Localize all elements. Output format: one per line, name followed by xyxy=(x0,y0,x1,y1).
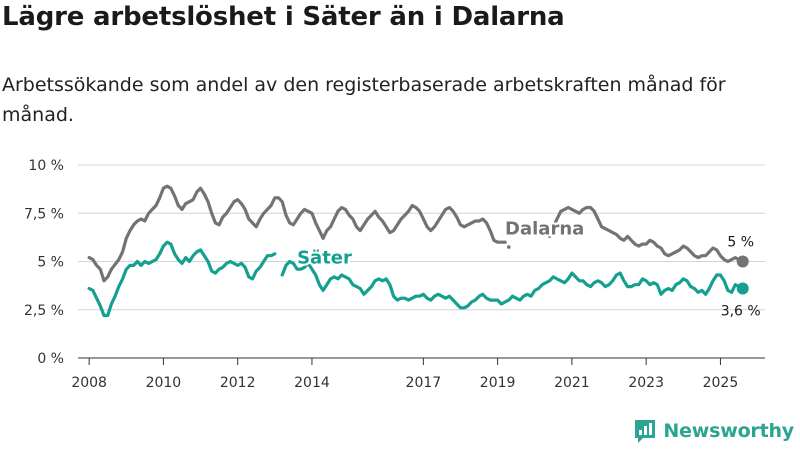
series-label-sater: Säter xyxy=(297,247,352,268)
series-end-marker-sater xyxy=(736,282,749,295)
end-value-label-sater: 3,6 % xyxy=(721,304,761,320)
x-tick-label: 2023 xyxy=(628,375,664,391)
y-tick-label: 5 % xyxy=(37,255,64,271)
series-gap-point-dalarna xyxy=(506,245,511,249)
x-tick-label: 2014 xyxy=(294,375,330,391)
y-tick-label: 2,5 % xyxy=(24,303,64,319)
y-tick-label: 7,5 % xyxy=(24,206,64,222)
y-tick-label: 10 % xyxy=(28,158,64,174)
x-tick-label: 2008 xyxy=(71,375,107,391)
x-tick-label: 2017 xyxy=(406,375,442,391)
chart-title: Lägre arbetslöshet i Säter än i Dalarna xyxy=(2,2,565,32)
x-tick-label: 2019 xyxy=(480,375,516,391)
series-label-dalarna: Dalarna xyxy=(505,218,584,239)
chart-subtitle: Arbetssökande som andel av den registerb… xyxy=(2,74,726,126)
x-tick-label: 2025 xyxy=(703,375,739,391)
end-value-label-dalarna: 5 % xyxy=(727,235,754,251)
brand-logo: Newsworthy xyxy=(633,418,794,444)
series-end-marker-dalarna xyxy=(736,255,749,268)
newsworthy-logo-icon xyxy=(635,420,656,443)
x-tick-label: 2012 xyxy=(220,375,256,391)
series-line-sater xyxy=(87,240,745,318)
brand-name: Newsworthy xyxy=(663,420,794,442)
x-tick-label: 2010 xyxy=(146,375,182,391)
x-tick-label: 2021 xyxy=(554,375,590,391)
y-tick-label: 0 % xyxy=(37,351,64,367)
series-line-dalarna xyxy=(87,184,745,283)
